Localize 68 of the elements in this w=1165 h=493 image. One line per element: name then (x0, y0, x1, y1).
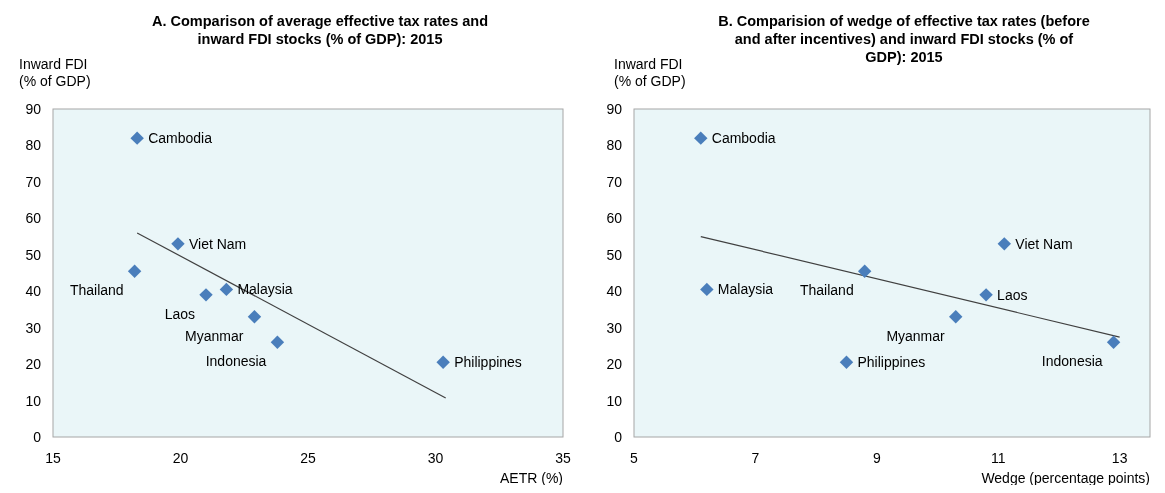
point (436, 355, 450, 369)
y-tick-label: 10 (25, 392, 42, 409)
x-tick-label: 35 (555, 450, 571, 466)
point (694, 131, 708, 145)
x-tick-label: 25 (300, 450, 316, 466)
series-label: Viet Nam (188, 235, 247, 252)
y-tick-label: 80 (25, 137, 42, 154)
x-tick-label: 15 (45, 450, 61, 466)
y-tick-label: 90 (606, 101, 623, 117)
series-label: Laos (164, 305, 195, 322)
point (171, 237, 185, 251)
y-tick-label: 50 (606, 246, 623, 263)
y-tick-label: 30 (606, 319, 623, 336)
y-tick-label: 0 (33, 429, 42, 445)
y-tick-label: 80 (606, 137, 623, 154)
y-tick-label: 50 (25, 246, 42, 263)
y-tick-label: 70 (606, 173, 623, 190)
series-label: Philippines (454, 354, 522, 371)
series-label: Thailand (799, 282, 854, 299)
point (949, 310, 963, 324)
x-tick-label: 5 (630, 450, 639, 466)
y-tick-label: 20 (25, 356, 42, 373)
point (270, 335, 285, 349)
x-axis-title: AETR (%) (500, 470, 563, 486)
series-label: Myanmar (185, 327, 244, 344)
chart-title: B. Comparision of wedge of effective tax rates (before and after incentives) and inward FDI stocks (% of GDP): 2015 (718, 13, 1090, 65)
series-label: Thailand (69, 282, 124, 299)
x-tick-label: 13 (1111, 450, 1128, 466)
series-label: Malaysia (237, 281, 293, 298)
chart-title: A. Comparison of average effective tax rates and inward FDI stocks (% of GDP): 2015 (151, 13, 489, 47)
point (700, 282, 714, 297)
y-tick-label: 40 (25, 283, 42, 300)
point (1106, 335, 1121, 349)
y-tick-label: 20 (606, 356, 623, 373)
series-label: Malaysia (717, 281, 774, 298)
series-label: Myanmar (886, 327, 946, 344)
point (857, 264, 872, 278)
x-tick-label: 7 (751, 450, 760, 466)
y-tick-label: 60 (25, 210, 42, 227)
y-tick-label: 70 (25, 173, 42, 190)
point (997, 237, 1012, 251)
x-tick-label: 9 (872, 450, 881, 466)
series-label: Philippines (857, 354, 926, 371)
y-tick-label: 90 (25, 101, 42, 117)
series-label: Indonesia (205, 353, 267, 370)
y-axis-title: Inward FDI (% of GDP) (614, 56, 686, 89)
point (199, 288, 213, 302)
series-label: Cambodia (148, 130, 213, 147)
y-axis-title: Inward FDI (% of GDP) (19, 56, 91, 89)
series-label: Viet Nam (1015, 235, 1073, 252)
point (130, 131, 144, 145)
point (979, 288, 993, 302)
series-label: Indonesia (1041, 353, 1103, 370)
x-axis-title: Wedge (percentage points) (981, 470, 1150, 486)
point (839, 355, 854, 369)
series-label: Laos (997, 286, 1028, 303)
y-tick-label: 40 (606, 283, 623, 300)
x-tick-label: 20 (172, 450, 189, 466)
point (219, 282, 234, 297)
y-tick-label: 60 (606, 210, 623, 227)
y-tick-label: 30 (25, 319, 42, 336)
x-tick-label: 11 (990, 450, 1006, 466)
series-label: Cambodia (711, 130, 776, 147)
point (127, 264, 142, 278)
point (247, 310, 262, 324)
y-tick-label: 0 (614, 429, 623, 445)
y-tick-label: 10 (606, 392, 623, 409)
x-tick-label: 30 (427, 450, 444, 466)
